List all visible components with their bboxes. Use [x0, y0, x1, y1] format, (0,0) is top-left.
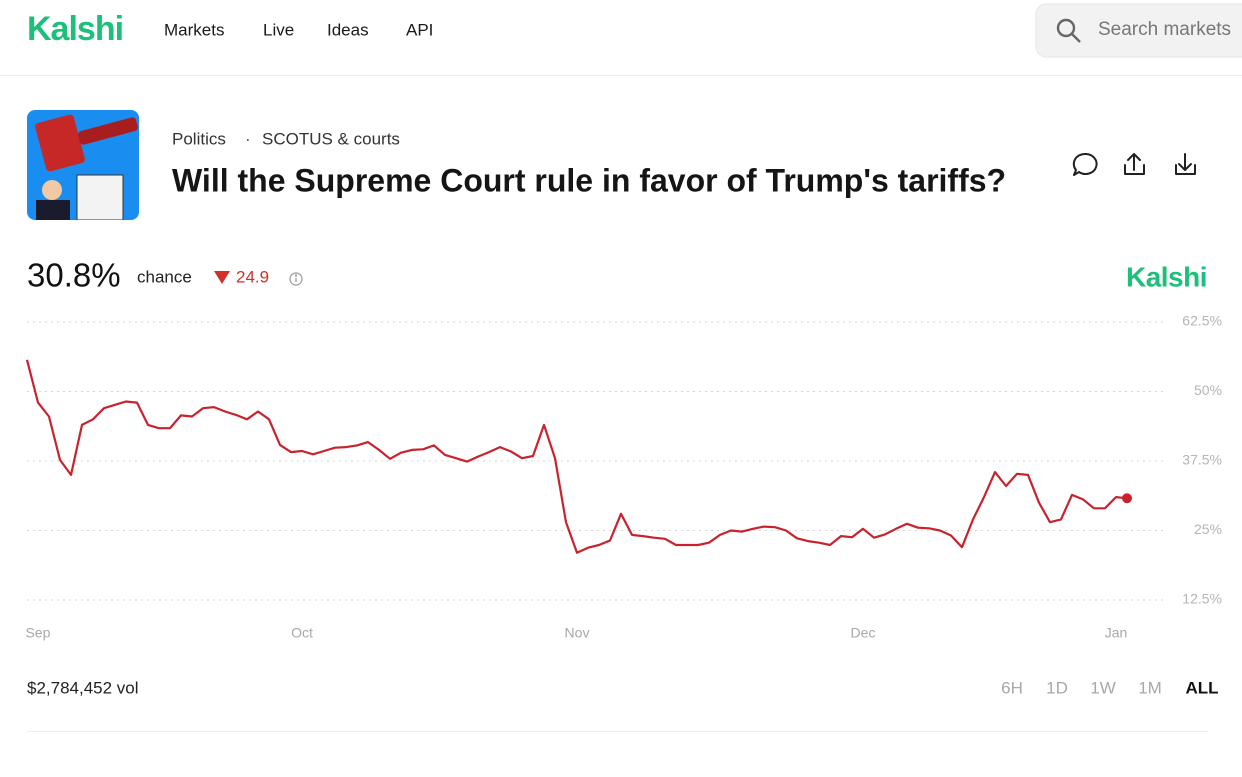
chance-value: 30.8% [27, 257, 121, 294]
comment-icon[interactable] [1072, 152, 1098, 176]
subcategory[interactable]: SCOTUS & courts [262, 129, 400, 148]
market-title: Will the Supreme Court rule in favor of … [172, 162, 1006, 198]
search-icon [1056, 18, 1081, 43]
range-selector: 6H 1D 1W 1M ALL [1001, 678, 1218, 697]
nav-item[interactable]: API [406, 20, 433, 39]
range-button[interactable]: ALL [1185, 678, 1218, 697]
change-value: 24.9 [236, 267, 269, 286]
x-tick-label: Oct [291, 625, 313, 641]
down-arrow [214, 271, 230, 284]
nav-item[interactable]: Live [263, 20, 294, 39]
nav-item[interactable]: Ideas [327, 20, 369, 39]
y-tick-label: 37.5% [1182, 452, 1222, 468]
range-button[interactable]: 6H [1001, 678, 1023, 697]
separator: · [245, 129, 251, 148]
y-tick-label: 25% [1194, 521, 1222, 537]
download-icon[interactable] [1175, 153, 1196, 175]
range-button[interactable]: 1M [1138, 678, 1162, 697]
search-box[interactable] [1035, 3, 1242, 58]
category[interactable]: Politics [172, 129, 226, 148]
market-thumbnail [27, 110, 139, 220]
y-tick-label: 12.5% [1182, 591, 1222, 607]
x-tick-label: Sep [26, 625, 51, 641]
volume: $2,784,452 vol [27, 678, 139, 697]
range-button[interactable]: 1D [1046, 678, 1068, 697]
nav-item[interactable]: Markets [164, 20, 224, 39]
x-tick-label: Nov [565, 625, 590, 641]
price-line [25, 359, 1128, 554]
x-tick-label: Jan [1105, 625, 1128, 641]
info-icon[interactable] [289, 272, 303, 286]
share-icon[interactable] [1124, 153, 1145, 175]
search-placeholder: Search markets [1098, 19, 1231, 40]
logo[interactable]: Kalshi [27, 10, 124, 48]
y-tick-label: 50% [1194, 382, 1222, 398]
x-tick-label: Dec [851, 625, 876, 641]
chart: 12.5% 25% 37.5% 50% 62.5% Sep Oct Nov Dec Jan [26, 313, 1222, 641]
range-button[interactable]: 1W [1090, 678, 1116, 697]
last-point [1122, 493, 1132, 504]
chart-watermark: Kalshi [1126, 261, 1207, 292]
y-tick-label: 62.5% [1182, 313, 1222, 329]
chance-label: chance [137, 267, 192, 286]
